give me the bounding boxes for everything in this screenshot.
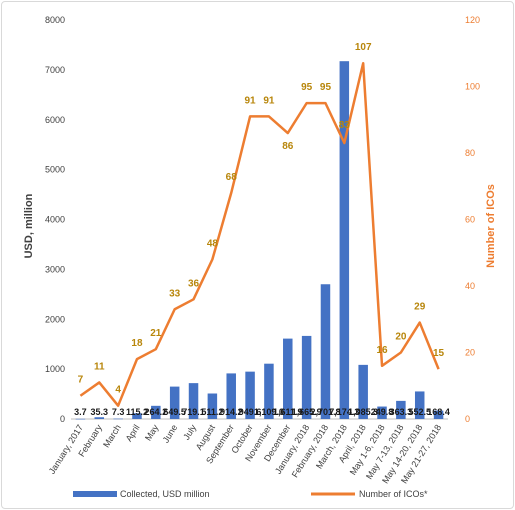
ico-count-label: 91 — [263, 95, 275, 106]
legend-bar-label: Collected, USD million — [120, 489, 210, 499]
ico-count-label: 15 — [433, 348, 445, 359]
bar — [113, 418, 123, 420]
ico-count-label: 4 — [115, 385, 121, 396]
y2-tick-label: 0 — [465, 414, 470, 424]
ico-count-label: 36 — [188, 278, 200, 289]
bar-value-label: 511.2 — [201, 407, 223, 417]
y2-axis-title: Number of ICOs — [485, 184, 497, 268]
y-tick-label: 4000 — [45, 215, 65, 225]
ico-count-label: 86 — [282, 141, 294, 152]
bar-value-label: 264.2 — [145, 407, 168, 417]
bar-value-label: 363.3 — [390, 407, 413, 417]
legend-line-label: Number of ICOs* — [359, 489, 428, 499]
bar — [169, 386, 180, 419]
y2-tick-label: 120 — [465, 15, 480, 25]
y-tick-label: 5000 — [45, 165, 65, 175]
bar — [207, 393, 218, 419]
bar-value-label: 949.6 — [239, 407, 262, 417]
bar — [358, 364, 368, 419]
bar — [377, 406, 387, 419]
bar-value-label: 3.7 — [74, 407, 87, 417]
x-tick-label: July — [181, 422, 198, 441]
bar-value-label: 1,665.9 — [292, 407, 322, 417]
y-axis-title: USD, million — [23, 193, 35, 258]
bar — [414, 391, 425, 419]
ico-count-line — [79, 61, 440, 407]
ico-count-label: 11 — [94, 361, 105, 372]
bar — [339, 61, 350, 419]
ico-count-label: 18 — [131, 338, 143, 349]
bar-value-label: 1,109.0 — [254, 407, 284, 417]
bar — [433, 410, 444, 419]
bar-value-label: 249.8 — [371, 407, 394, 417]
bar — [188, 383, 199, 419]
y-tick-label: 7000 — [45, 65, 65, 75]
y-tick-label: 0 — [60, 414, 65, 424]
bar — [151, 405, 161, 419]
bar-value-label: 35.3 — [91, 407, 109, 417]
x-tick-label: June — [161, 423, 180, 445]
bar-value-label: 649.5 — [163, 407, 186, 417]
ico-count-label: 7 — [78, 375, 84, 386]
x-tick-label: March — [101, 423, 123, 450]
y2-tick-label: 80 — [465, 148, 475, 158]
bar-value-label: 552.5 — [408, 407, 431, 417]
bar-value-label: 914.2 — [220, 407, 243, 417]
y-tick-label: 2000 — [45, 314, 65, 324]
bar — [283, 338, 293, 419]
ico-count-label: 16 — [376, 345, 388, 356]
bar-value-label: 719.1 — [182, 407, 205, 417]
y2-tick-label: 40 — [465, 281, 475, 291]
ico-count-label: 21 — [150, 328, 162, 339]
x-tick-label: May — [143, 422, 161, 442]
y2-tick-label: 20 — [465, 348, 475, 358]
legend: Collected, USD million Number of ICOs* — [73, 489, 428, 499]
ico-count-label: 91 — [245, 95, 257, 106]
bar-value-label: 1,611.9 — [273, 407, 303, 417]
bar — [245, 371, 255, 419]
ico-count-label: 33 — [169, 288, 181, 299]
bar — [396, 400, 406, 419]
y2-tick-label: 100 — [465, 82, 480, 92]
x-tick-label: April — [124, 423, 142, 444]
y-tick-label: 8000 — [45, 15, 65, 25]
bar — [226, 373, 236, 419]
bar — [264, 363, 274, 419]
y-tick-label: 3000 — [45, 264, 65, 274]
bar-value-label: 7.3 — [112, 407, 125, 417]
bar — [320, 284, 331, 419]
y-tick-label: 6000 — [45, 115, 65, 125]
bar-value-label: 168.4 — [427, 407, 450, 417]
bar — [94, 417, 105, 419]
bar — [75, 418, 86, 420]
ico-count-label: 95 — [320, 82, 332, 93]
ico-count-label: 20 — [395, 332, 407, 343]
bar-value-label: 115.2 — [126, 407, 148, 417]
bar-value-label: 7,174.3 — [329, 407, 359, 417]
y2-tick-label: 60 — [465, 215, 475, 225]
ico-count-label: 107 — [355, 42, 372, 53]
bar — [301, 335, 312, 419]
ico-count-label: 29 — [414, 302, 426, 313]
bar — [132, 413, 142, 419]
bar-value-label: 2,701.8 — [310, 407, 340, 417]
y-tick-label: 1000 — [45, 364, 65, 374]
ico-count-label: 48 — [207, 238, 219, 249]
ico-count-label: 83 — [339, 120, 351, 131]
bar-value-label: 1,085.3 — [348, 407, 378, 417]
ico-count-label: 95 — [301, 82, 313, 93]
legend-bar-swatch — [73, 491, 117, 497]
ico-count-label: 68 — [226, 172, 238, 183]
